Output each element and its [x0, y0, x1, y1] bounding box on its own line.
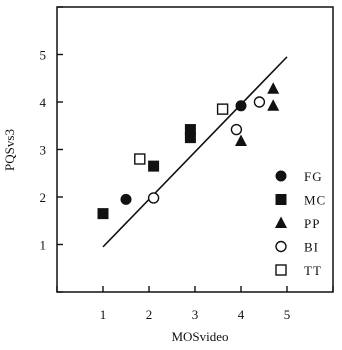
y-tick-label: 1: [40, 238, 47, 253]
plot-border: [56, 6, 334, 293]
x-tick-label: 2: [146, 307, 153, 322]
x-axis-title: MOSvideo: [171, 329, 228, 344]
point-fg: [235, 100, 247, 112]
data-points: [97, 82, 280, 220]
legend-marker-fg: [275, 170, 287, 182]
x-tick-label: 5: [284, 307, 291, 322]
point-pp: [235, 134, 247, 146]
x-tick-label: 4: [238, 307, 245, 322]
point-pp: [267, 82, 280, 94]
legend-label-bi: BI: [304, 240, 319, 255]
point-fg: [120, 193, 132, 205]
legend-marker-tt: [275, 264, 287, 276]
y-tick-label: 2: [40, 190, 47, 205]
y-axis: 1 2 3 4 5: [40, 6, 63, 293]
x-axis: 1 2 3 4 5: [56, 286, 334, 322]
legend-marker-bi: [275, 240, 287, 253]
plot-frame: [56, 6, 334, 293]
point-mc: [97, 208, 109, 220]
legend-marker-mc: [275, 194, 287, 205]
point-bi: [230, 123, 243, 136]
y-tick-label: 3: [40, 143, 47, 158]
legend-label-mc: MC: [304, 193, 326, 208]
point-tt: [134, 153, 146, 165]
point-tt: [216, 103, 229, 115]
point-bi: [147, 192, 160, 204]
point-pp: [267, 99, 280, 111]
legend-label-pp: PP: [304, 216, 320, 231]
y-tick-label: 4: [40, 95, 47, 110]
point-mc: [184, 124, 196, 136]
legend: FG MC PP BI TT: [275, 169, 326, 278]
y-axis-title: PQSvs3: [2, 129, 17, 171]
y-tick-label: 5: [40, 48, 47, 63]
point-mc: [184, 132, 196, 144]
x-tick-label: 1: [100, 307, 107, 322]
fit-line: [102, 56, 288, 248]
x-tick-label: 3: [192, 307, 199, 322]
legend-label-tt: TT: [304, 263, 322, 278]
point-bi: [253, 96, 266, 108]
legend-marker-pp: [275, 216, 287, 228]
legend-label-fg: FG: [304, 169, 323, 184]
point-mc: [148, 160, 160, 172]
